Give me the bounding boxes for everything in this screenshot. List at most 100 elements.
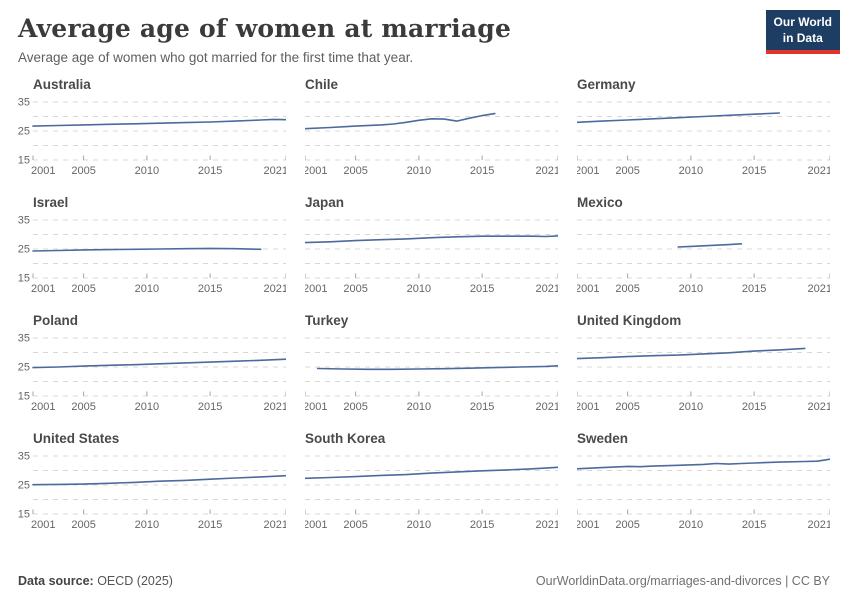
x-axis-label-2015: 2015 — [470, 165, 494, 177]
x-axis-label-2001: 2001 — [31, 401, 55, 413]
chart-panel-germany: Germany 2001 2005 2010 2015 2021 — [577, 77, 830, 178]
chart-panel-title-poland: Poland — [33, 313, 79, 328]
chart-panel-title-chile: Chile — [305, 77, 339, 92]
x-axis-label-2010: 2010 — [135, 519, 159, 531]
chart-footer: Data source: OECD (2025) OurWorldinData.… — [18, 574, 830, 588]
data-line-south-korea — [305, 466, 558, 480]
line-chart-mexico: 2001 2005 2010 2015 2021 — [577, 219, 830, 295]
page-title: Average age of women at marriage — [18, 14, 512, 43]
line-chart-israel: 15 25 35 2001 2005 2010 2015 2021 — [18, 215, 286, 295]
data-line-united-states — [32, 474, 286, 486]
x-axis-label-2010: 2010 — [407, 401, 431, 413]
x-axis-label-2001: 2001 — [305, 401, 327, 413]
x-axis-label-2001: 2001 — [305, 165, 327, 177]
x-axis-label-2010: 2010 — [135, 401, 159, 413]
x-axis-label-2005: 2005 — [71, 165, 95, 177]
chart-panel-title-south-korea: South Korea — [305, 431, 386, 446]
data-line-poland — [32, 358, 286, 369]
chart-panel-mexico: Mexico 2001 2005 2010 2015 2021 — [577, 195, 830, 296]
owid-logo-line1: Our World — [773, 15, 832, 29]
x-axis-label-2021: 2021 — [536, 283, 558, 295]
x-axis-label-2010: 2010 — [679, 165, 703, 177]
chart-panel-south-korea: South Korea 2001 2005 2010 2015 2021 — [305, 431, 558, 532]
x-axis-label-2005: 2005 — [71, 401, 95, 413]
data-line-japan — [305, 235, 558, 244]
x-axis-label-2001: 2001 — [31, 519, 55, 531]
x-axis-label-2015: 2015 — [198, 401, 222, 413]
x-axis-label-2015: 2015 — [198, 519, 222, 531]
y-axis-label-35: 35 — [18, 97, 30, 109]
data-source-value: OECD (2025) — [93, 574, 173, 588]
line-chart-poland: 15 25 35 2001 2005 2010 2015 2021 — [18, 333, 286, 413]
data-line-sweden — [577, 458, 830, 470]
x-axis-label-2005: 2005 — [615, 283, 639, 295]
chart-panel-title-sweden: Sweden — [577, 431, 629, 446]
y-axis-label-25: 25 — [18, 480, 30, 492]
line-chart-united-kingdom: 2001 2005 2010 2015 2021 — [577, 337, 830, 413]
y-axis-label-25: 25 — [18, 362, 30, 374]
x-axis-label-2001: 2001 — [305, 283, 327, 295]
x-axis-label-2021: 2021 — [808, 283, 830, 295]
y-axis-label-35: 35 — [18, 215, 30, 227]
x-axis-label-2010: 2010 — [407, 283, 431, 295]
x-axis-label-2021: 2021 — [536, 519, 558, 531]
y-axis-label-15: 15 — [18, 273, 30, 285]
x-axis-label-2021: 2021 — [264, 519, 286, 531]
chart-panel-australia: Australia 15 25 35 2001 2005 2010 2015 2021 — [18, 77, 286, 178]
chart-panel-title-germany: Germany — [577, 77, 636, 92]
x-axis-label-2010: 2010 — [135, 283, 159, 295]
data-source: Data source: OECD (2025) — [18, 574, 173, 588]
x-axis-label-2001: 2001 — [31, 283, 55, 295]
line-chart-sweden: 2001 2005 2010 2015 2021 — [577, 455, 830, 531]
chart-panel-title-australia: Australia — [33, 77, 91, 92]
chart-panel-title-turkey: Turkey — [305, 313, 349, 328]
y-axis-label-25: 25 — [18, 126, 30, 138]
x-axis-label-2015: 2015 — [742, 165, 766, 177]
x-axis-label-2010: 2010 — [135, 165, 159, 177]
x-axis-label-2010: 2010 — [679, 283, 703, 295]
chart-panel-title-mexico: Mexico — [577, 195, 623, 210]
line-chart-south-korea: 2001 2005 2010 2015 2021 — [305, 455, 558, 531]
x-axis-label-2010: 2010 — [407, 165, 431, 177]
line-chart-japan: 2001 2005 2010 2015 2021 — [305, 219, 558, 295]
y-axis-label-15: 15 — [18, 391, 30, 403]
y-axis-label-15: 15 — [18, 509, 30, 521]
x-axis-label-2015: 2015 — [742, 283, 766, 295]
x-axis-label-2010: 2010 — [679, 519, 703, 531]
x-axis-label-2005: 2005 — [71, 519, 95, 531]
chart-panel-title-israel: Israel — [33, 195, 69, 210]
data-line-chile — [305, 112, 496, 130]
data-line-germany — [577, 112, 781, 124]
x-axis-label-2005: 2005 — [615, 519, 639, 531]
chart-panel-israel: Israel 15 25 35 2001 2005 2010 2015 2021 — [18, 195, 286, 296]
line-chart-australia: 15 25 35 2001 2005 2010 2015 2021 — [18, 97, 286, 177]
x-axis-label-2001: 2001 — [31, 165, 55, 177]
x-axis-label-2005: 2005 — [343, 519, 367, 531]
x-axis-label-2001: 2001 — [577, 165, 599, 177]
x-axis-label-2005: 2005 — [343, 401, 367, 413]
x-axis-label-2021: 2021 — [264, 401, 286, 413]
line-chart-chile: 2001 2005 2010 2015 2021 — [305, 101, 558, 177]
x-axis-label-2001: 2001 — [577, 519, 599, 531]
small-multiples-grid: Australia 15 25 35 2001 2005 2010 2015 2021 Chile… — [18, 77, 830, 532]
chart-panel-chile: Chile 2001 2005 2010 2015 2021 — [305, 77, 558, 178]
data-source-label: Data source: — [18, 574, 94, 588]
chart-panel-poland: Poland 15 25 35 2001 2005 2010 2015 2021 — [18, 313, 286, 414]
line-chart-united-states: 15 25 35 2001 2005 2010 2015 2021 — [18, 451, 286, 531]
line-chart-turkey: 2001 2005 2010 2015 2021 — [305, 337, 558, 413]
x-axis-label-2010: 2010 — [679, 401, 703, 413]
chart-panel-title-japan: Japan — [305, 195, 345, 210]
x-axis-label-2001: 2001 — [577, 401, 599, 413]
data-line-israel — [32, 247, 262, 252]
y-axis-label-25: 25 — [18, 244, 30, 256]
x-axis-label-2015: 2015 — [742, 401, 766, 413]
owid-logo: Our World in Data — [765, 10, 840, 55]
y-axis-label-15: 15 — [18, 155, 30, 167]
x-axis-label-2001: 2001 — [305, 519, 327, 531]
chart-header: Average age of women at marriage Average… — [0, 0, 850, 65]
chart-panel-united-kingdom: United Kingdom 2001 2005 2010 2015 2021 — [577, 313, 830, 414]
x-axis-label-2005: 2005 — [71, 283, 95, 295]
x-axis-label-2010: 2010 — [407, 519, 431, 531]
data-line-united-kingdom — [577, 347, 806, 360]
data-line-australia — [32, 118, 286, 127]
